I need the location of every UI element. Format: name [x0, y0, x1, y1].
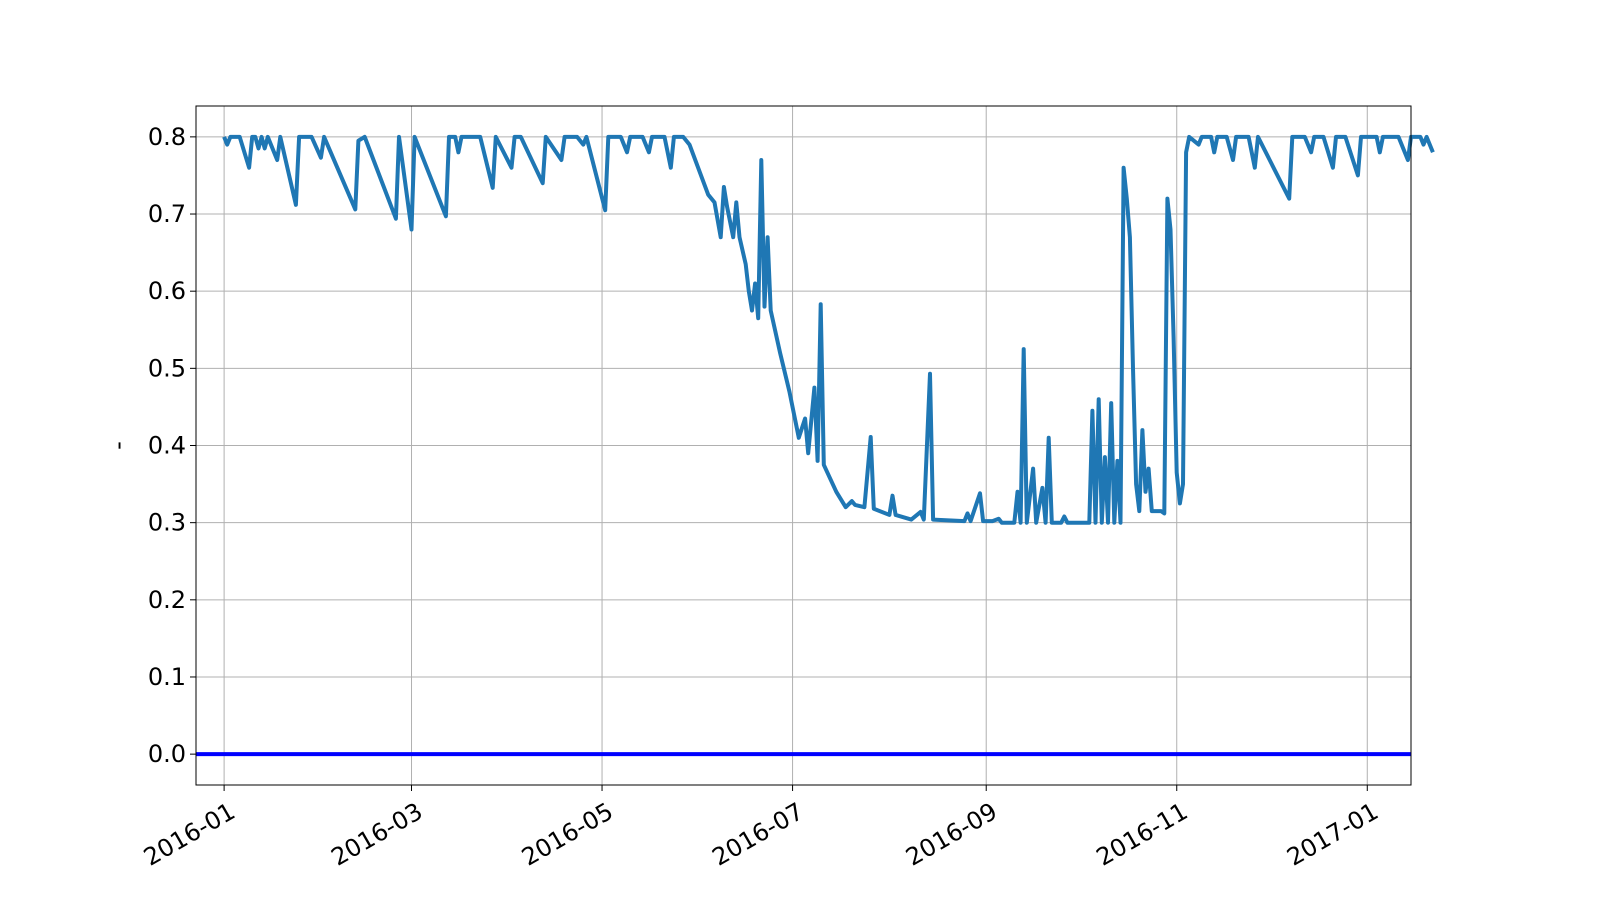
x-tick-label: 2016-05 [517, 797, 618, 871]
x-tick-label: 2016-11 [1092, 797, 1193, 871]
y-tick-label: 0.0 [148, 740, 186, 768]
y-axis-label: - [104, 441, 132, 450]
y-tick-label: 0.8 [148, 123, 186, 151]
series-layer [222, 134, 1435, 525]
x-axis: 2016-01 2016-03 2016-05 2016-07 2016-09 2016-… [139, 785, 1383, 872]
y-tick-label: 0.4 [148, 432, 186, 460]
series-line [222, 134, 1435, 525]
x-tick-label: 2016-09 [901, 797, 1002, 871]
x-tick-label: 2016-01 [139, 797, 240, 871]
x-tick-label: 2016-07 [708, 797, 809, 871]
y-tick-label: 0.2 [148, 586, 186, 614]
x-tick-label: 2016-03 [326, 797, 427, 871]
x-tick-label: 2017-01 [1282, 797, 1383, 871]
y-tick-label: 0.3 [148, 509, 186, 537]
y-tick-label: 0.7 [148, 200, 186, 228]
y-axis: 0.0 0.1 0.2 0.3 0.4 0.5 0.6 0.7 0.8 [148, 123, 196, 768]
grid [196, 106, 1411, 785]
y-tick-label: 0.6 [148, 277, 186, 305]
y-tick-label: 0.1 [148, 663, 186, 691]
y-tick-label: 0.5 [148, 354, 186, 382]
